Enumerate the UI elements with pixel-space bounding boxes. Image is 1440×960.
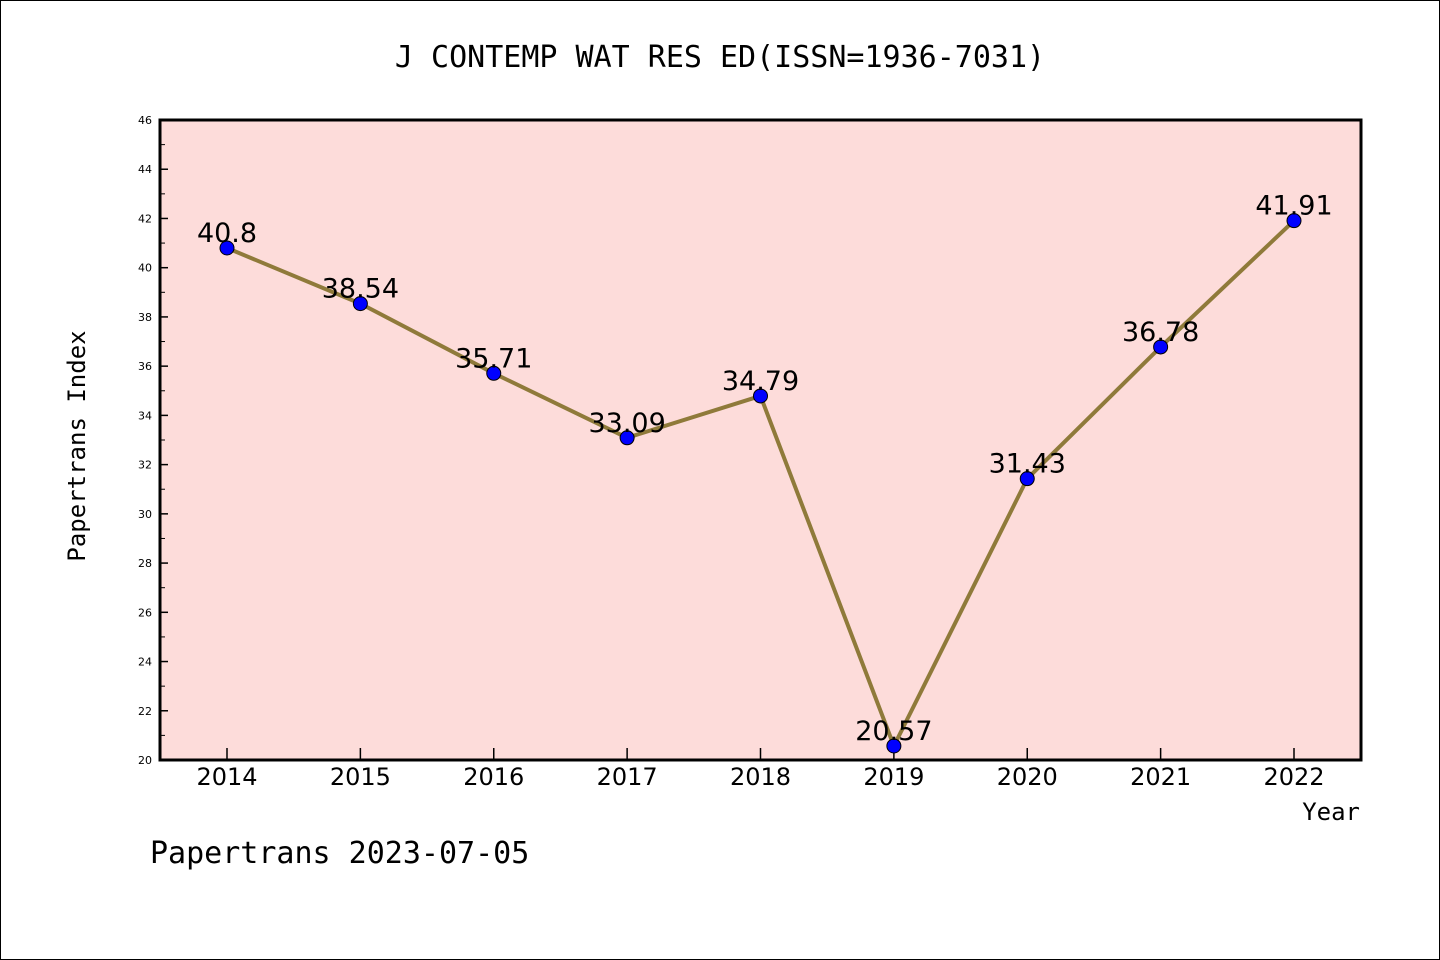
y-tick-label: 42	[138, 212, 152, 225]
data-label: 33.09	[588, 408, 665, 439]
footer-text: Papertrans 2023-07-05	[150, 836, 529, 871]
data-points	[219, 213, 1302, 754]
data-label: 41.91	[1255, 191, 1332, 222]
x-tick-label: 2014	[196, 763, 257, 791]
data-label: 34.79	[722, 366, 799, 397]
data-point	[1019, 471, 1035, 487]
x-tick-label: 2016	[463, 763, 524, 791]
x-tick-label: 2018	[730, 763, 791, 791]
data-label: 36.78	[1122, 317, 1199, 348]
data-label: 35.71	[455, 343, 532, 374]
x-tick-label: 2020	[997, 763, 1058, 791]
x-tick-label: 2021	[1130, 763, 1191, 791]
x-tick-label: 2019	[863, 763, 924, 791]
plot-border	[158, 118, 1363, 762]
y-tick-label: 22	[138, 705, 152, 718]
x-tick-label: 2022	[1263, 763, 1324, 791]
y-tick-label: 28	[138, 557, 152, 570]
x-axis-label: Year	[1302, 798, 1360, 826]
data-point	[486, 365, 502, 381]
y-tick-label: 20	[138, 754, 152, 767]
y-tick-label: 32	[138, 459, 152, 472]
data-point	[219, 240, 235, 256]
data-point	[753, 388, 768, 404]
data-point	[619, 430, 635, 446]
data-point	[1286, 213, 1302, 229]
y-tick-label: 44	[138, 163, 152, 176]
x-tick-label: 2017	[597, 763, 658, 791]
x-tick-label: 2015	[330, 763, 391, 791]
chart-title: J CONTEMP WAT RES ED(ISSN=1936-7031)	[395, 40, 1045, 75]
data-point	[886, 738, 902, 754]
data-labels: 40.8 38.54 35.71 33.09 34.79 20.57 31.43 36.78 4…	[197, 191, 1333, 747]
data-label: 40.8	[197, 218, 257, 249]
y-tick-label: 24	[138, 656, 152, 669]
y-tick-label: 40	[138, 262, 152, 275]
data-label: 20.57	[855, 716, 932, 747]
data-label: 38.54	[322, 274, 399, 305]
y-tick-label: 46	[138, 114, 152, 127]
y-axis-label: Papertrans Index	[63, 330, 91, 561]
data-label: 31.43	[989, 449, 1066, 480]
y-tick-label: 36	[138, 360, 152, 373]
y-tick-label: 38	[138, 311, 152, 324]
data-point	[1153, 339, 1169, 355]
y-tick-label: 30	[138, 508, 152, 521]
data-point	[352, 296, 368, 312]
y-tick-label: 26	[138, 606, 152, 619]
y-tick-label: 34	[138, 409, 152, 422]
x-axis-ticks: 2014 2015 2016 2017 2018 2019 2020 2021 2022	[196, 748, 1325, 791]
plot-area	[160, 120, 1361, 760]
